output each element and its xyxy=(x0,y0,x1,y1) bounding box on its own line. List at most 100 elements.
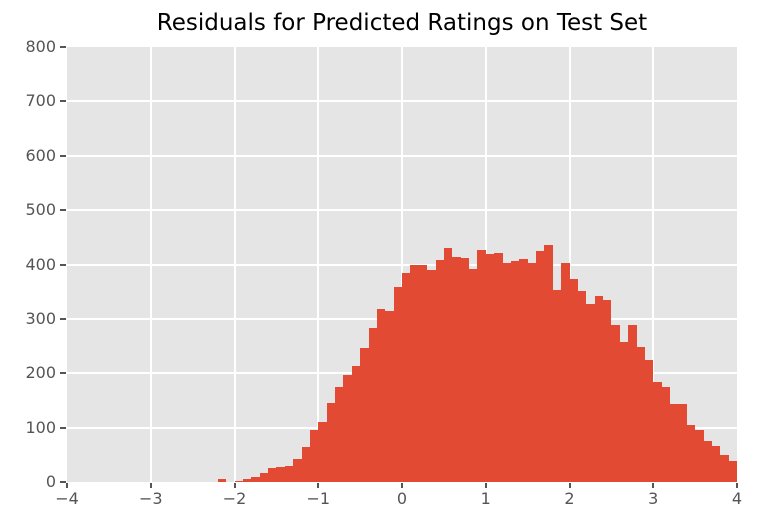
y-tick-label: 100 xyxy=(25,417,56,437)
histogram-bar xyxy=(393,287,402,482)
histogram-bar xyxy=(611,325,620,482)
histogram-bar xyxy=(268,468,277,482)
histogram-bar xyxy=(485,254,495,482)
histogram-bar xyxy=(695,429,704,482)
x-tick-label: −2 xyxy=(222,489,247,508)
histogram-bar xyxy=(410,265,419,482)
x-tick-mark xyxy=(568,483,571,488)
x-tick-label: 3 xyxy=(648,489,659,508)
x-tick-label: 2 xyxy=(564,489,575,508)
histogram-bar xyxy=(670,404,679,482)
histogram-bar xyxy=(242,479,252,482)
x-tick-mark xyxy=(317,483,320,488)
histogram-bar xyxy=(644,360,654,482)
histogram-bar xyxy=(728,460,737,482)
histogram-bar xyxy=(460,257,469,482)
x-tick-mark xyxy=(149,483,152,488)
x-tick-label: −4 xyxy=(55,489,79,508)
histogram-bar xyxy=(477,250,486,482)
histogram-bar xyxy=(502,263,511,482)
histogram-bar xyxy=(301,447,310,482)
histogram-bar xyxy=(276,466,285,482)
histogram-bar xyxy=(326,403,335,482)
x-tick-label: −1 xyxy=(306,489,331,508)
histogram-bar xyxy=(452,257,461,482)
histogram-bar xyxy=(368,327,377,482)
histogram-bar xyxy=(619,341,629,482)
x-tick-label: 0 xyxy=(396,489,408,508)
gridline-vertical xyxy=(652,47,655,482)
histogram-bar xyxy=(636,347,645,482)
histogram-bar xyxy=(418,264,428,482)
histogram-bar xyxy=(527,263,536,482)
y-tick-label: 200 xyxy=(25,363,56,383)
histogram-bar xyxy=(536,251,545,482)
histogram-bar xyxy=(603,300,612,482)
y-tick-mark xyxy=(60,317,66,320)
x-tick-label: 1 xyxy=(480,489,491,508)
histogram-bar xyxy=(577,291,587,482)
histogram-bar xyxy=(519,258,528,482)
y-tick-label: 600 xyxy=(25,145,56,165)
x-tick-mark xyxy=(401,483,403,488)
histogram-bar xyxy=(720,454,729,482)
histogram-bar xyxy=(711,446,721,482)
histogram-bar xyxy=(234,480,243,482)
y-tick-label: 800 xyxy=(25,37,56,56)
y-tick-label: 300 xyxy=(25,308,56,328)
histogram-bar xyxy=(351,366,361,482)
histogram-bar xyxy=(703,441,712,482)
histogram-bar xyxy=(569,278,578,482)
histogram-bar xyxy=(293,459,302,482)
y-tick-mark xyxy=(60,426,66,429)
gridline-vertical xyxy=(233,47,236,482)
histogram-bar xyxy=(259,473,268,482)
y-tick-label: 400 xyxy=(25,254,56,274)
gridline-vertical xyxy=(568,47,571,482)
x-tick-mark xyxy=(652,483,655,488)
histogram-bar xyxy=(661,386,670,482)
y-tick-mark xyxy=(60,100,66,103)
x-tick-mark xyxy=(484,483,487,488)
histogram-bar xyxy=(335,386,344,482)
gridline-vertical xyxy=(149,47,152,482)
x-tick-mark xyxy=(736,483,738,488)
histogram-bar xyxy=(628,325,637,482)
histogram-bar xyxy=(435,260,444,482)
plot-area xyxy=(67,47,737,482)
y-tick-label: 500 xyxy=(25,200,56,220)
y-tick-mark xyxy=(60,209,66,212)
y-tick-mark xyxy=(60,481,66,483)
y-tick-mark xyxy=(60,46,66,48)
histogram-bar xyxy=(360,348,369,482)
histogram-bar xyxy=(427,269,436,482)
histogram-bar xyxy=(586,303,595,482)
histogram-bar xyxy=(594,295,603,482)
gridline-vertical xyxy=(401,47,403,482)
y-tick-mark xyxy=(60,154,66,157)
histogram-bar xyxy=(217,479,227,482)
histogram-bar xyxy=(653,381,662,482)
histogram-bar xyxy=(309,430,319,482)
x-tick-mark xyxy=(233,483,236,488)
histogram-bar xyxy=(544,245,553,482)
histogram-bar xyxy=(443,247,453,482)
histogram-bar xyxy=(678,404,687,482)
histogram-bar xyxy=(318,421,327,482)
x-tick-label: 4 xyxy=(731,489,743,508)
y-tick-label: 0 xyxy=(45,472,56,491)
histogram-bar xyxy=(251,476,260,482)
x-tick-mark xyxy=(66,483,68,488)
histogram-bar xyxy=(510,261,520,482)
y-tick-mark xyxy=(60,263,66,266)
x-tick-label: −3 xyxy=(138,489,163,508)
histogram-bar xyxy=(385,310,394,482)
histogram-bar xyxy=(494,253,503,482)
histogram-bar xyxy=(402,272,411,482)
histogram-bar xyxy=(552,289,562,482)
chart-title: Residuals for Predicted Ratings on Test … xyxy=(156,10,648,36)
histogram-bar xyxy=(561,262,570,482)
histogram-bar xyxy=(469,269,478,482)
histogram-bar xyxy=(376,309,386,482)
